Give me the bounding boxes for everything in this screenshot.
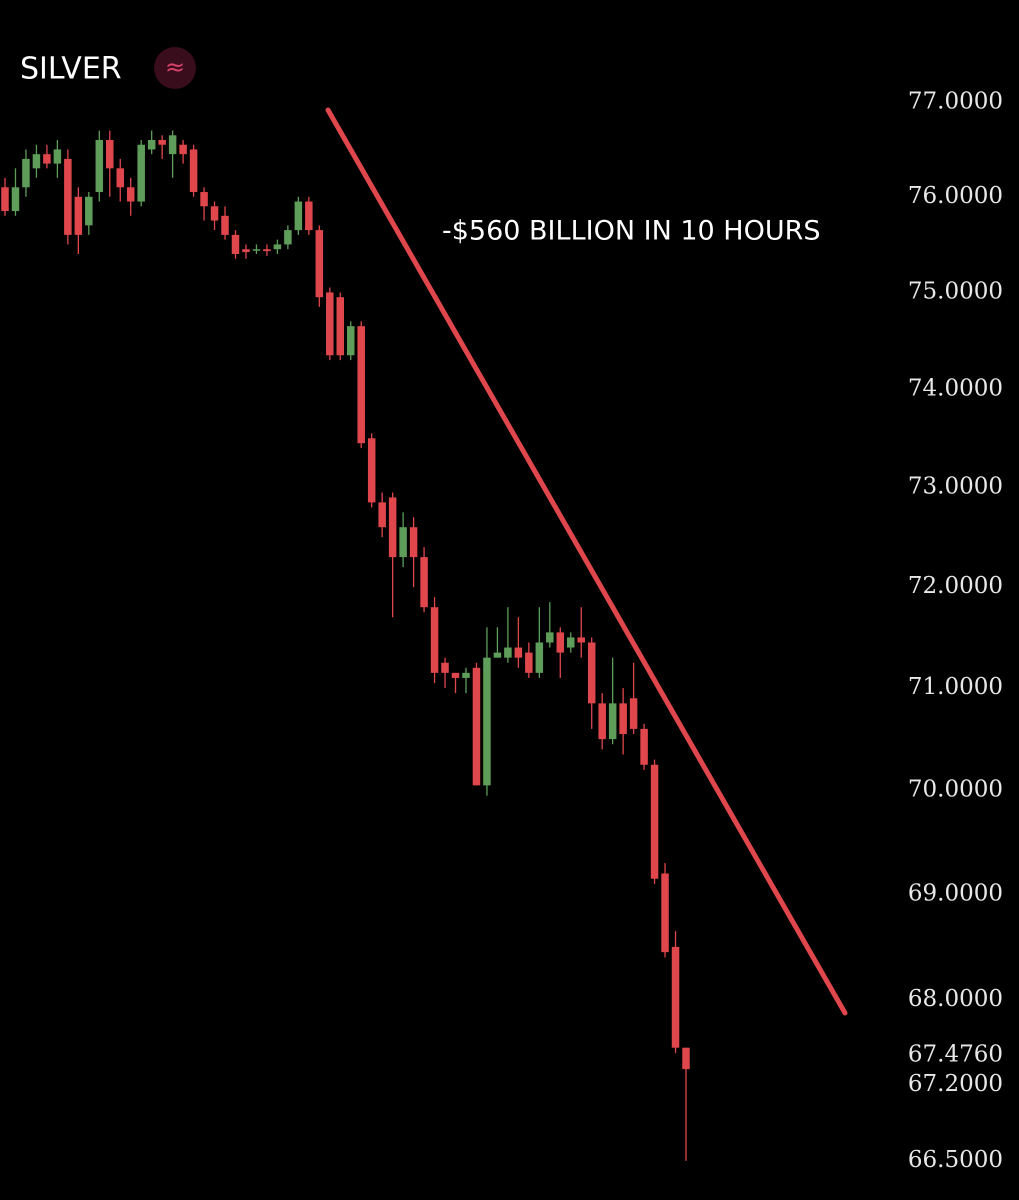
candle-body	[430, 607, 439, 673]
candle-body	[273, 244, 282, 250]
candle-body	[567, 637, 575, 648]
candle-body	[462, 672, 470, 678]
candle-body	[126, 187, 135, 202]
candle-body	[168, 135, 177, 155]
chart-title: SILVER	[20, 52, 122, 87]
candle-body	[252, 249, 261, 251]
candle-body	[441, 662, 449, 673]
annotation: -$560 BILLION IN 10 HOURS	[442, 216, 821, 247]
y-tick-label: 67.2000	[908, 1071, 1003, 1097]
candle-body	[22, 158, 30, 188]
icon-badge	[154, 47, 196, 89]
candle-body	[263, 249, 271, 252]
candle-body	[242, 249, 250, 253]
candle-body	[137, 144, 145, 202]
candle-body	[11, 187, 20, 212]
candle-body	[388, 497, 397, 558]
candle-body	[116, 168, 124, 188]
candle-body	[493, 652, 502, 658]
candle-body	[483, 657, 491, 786]
candle-body	[158, 140, 166, 145]
candle-body	[200, 192, 208, 207]
candle-body	[671, 946, 680, 1048]
candle-body	[189, 149, 198, 193]
candle-body	[367, 438, 376, 503]
candle-body	[629, 698, 638, 729]
candle-body	[95, 140, 104, 193]
candle-body	[546, 632, 554, 643]
candle-body	[556, 632, 565, 653]
candle-body	[661, 873, 669, 953]
candle-body	[608, 703, 617, 740]
y-tick-label: 68.0000	[908, 986, 1003, 1012]
candle-body	[451, 672, 460, 678]
candle-body	[1, 187, 9, 212]
candle-body	[210, 206, 219, 221]
candle-body	[650, 764, 659, 879]
candle-body	[32, 154, 41, 169]
candle-body	[472, 667, 481, 786]
last-price-label: 67.4760	[908, 1042, 1003, 1068]
y-tick-label: 70.0000	[908, 776, 1003, 802]
candle-body	[640, 728, 648, 765]
candle-body	[346, 326, 355, 356]
candle-body	[409, 527, 418, 558]
candle-body	[514, 647, 523, 658]
y-tick-label: 69.0000	[908, 880, 1003, 906]
candle-body	[43, 154, 51, 164]
y-tick-label: 74.0000	[908, 375, 1003, 401]
candle-body	[577, 637, 585, 643]
candle-body	[587, 642, 596, 704]
y-tick-label: 77.0000	[908, 88, 1003, 114]
trend-line	[325, 107, 848, 1016]
candle-body	[525, 652, 533, 673]
icon: ≈	[165, 53, 185, 81]
y-tick-label: 75.0000	[908, 278, 1003, 304]
candle-body	[598, 703, 606, 740]
y-tick-label: 72.0000	[908, 573, 1003, 599]
candle-body	[378, 502, 386, 528]
candle-body	[399, 527, 407, 558]
candle-body	[64, 158, 72, 235]
candle-body	[284, 230, 292, 245]
candle-body	[221, 215, 229, 235]
last-price-box	[892, 1040, 1012, 1069]
candle-body	[294, 201, 303, 231]
y-tick-label: 73.0000	[908, 474, 1003, 500]
candle-body	[106, 140, 114, 169]
candle-body	[357, 326, 365, 444]
candle-body	[179, 144, 187, 155]
y-tick-label: 66.5000	[908, 1147, 1003, 1173]
candle-body	[682, 1047, 690, 1070]
y-tick-label: 76.0000	[908, 183, 1003, 209]
candle-body	[315, 230, 324, 298]
candle-body	[74, 196, 83, 235]
candle-body	[535, 642, 544, 673]
candle-body	[326, 292, 334, 356]
candle-body	[336, 297, 345, 356]
candle-body	[53, 149, 62, 164]
candle-body	[305, 201, 313, 231]
candle-body	[619, 703, 627, 734]
candle-body	[85, 196, 93, 226]
candle-body	[420, 557, 428, 608]
y-tick-label: 71.0000	[908, 674, 1003, 700]
candle-body	[504, 647, 512, 658]
plot: 77.0000 76.0000 75.0000 74.0000 73.0000 72.00…	[1, 88, 1012, 1173]
candle-body	[231, 234, 240, 255]
candle-body	[147, 140, 156, 150]
